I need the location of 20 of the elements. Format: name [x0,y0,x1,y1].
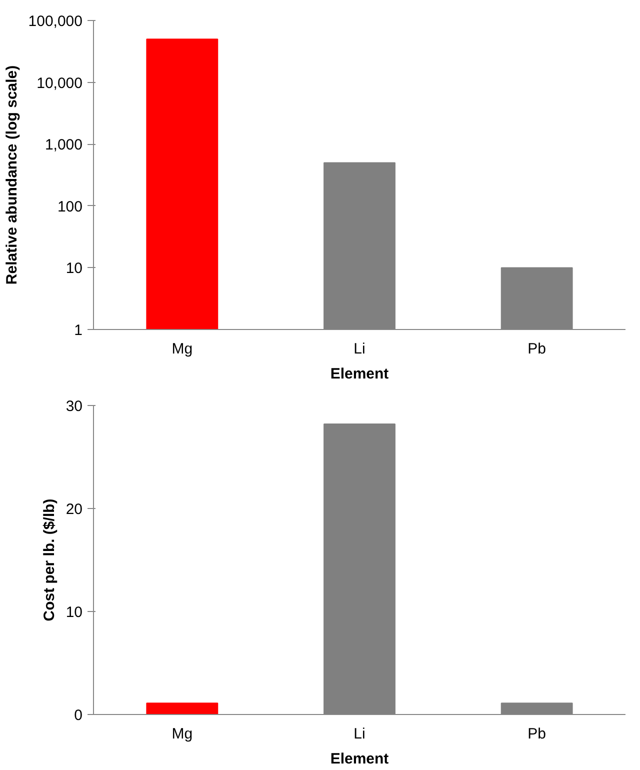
x-tick-label: Pb [528,726,546,742]
y-tick-label: 10,000 [36,74,83,92]
x-tick-label: Mg [172,340,193,358]
y-tick-label: 20 [66,501,83,518]
x-tick-label: Li [354,726,366,742]
y-tick-label: 100,000 [28,13,83,30]
y-axis-title: Cost per lb. ($/lb) [40,498,58,622]
y-tick-label: 10 [66,604,83,621]
x-tick-label: Li [354,340,366,358]
x-axis-title: Element [330,750,389,768]
x-tick-label: Pb [528,340,546,358]
y-tick-label: 100 [57,198,83,216]
y-tick-label: 0 [74,707,82,724]
y-axis-title: Relative abundance (log scale) [3,65,20,285]
y-tick-label: 30 [66,398,83,415]
y-tick-label: 10 [66,260,83,278]
y-tick-label: 1,000 [44,136,83,154]
y-tick-label: 1 [74,322,82,339]
x-axis-title: Element [330,366,389,382]
x-tick-label: Mg [172,726,193,742]
